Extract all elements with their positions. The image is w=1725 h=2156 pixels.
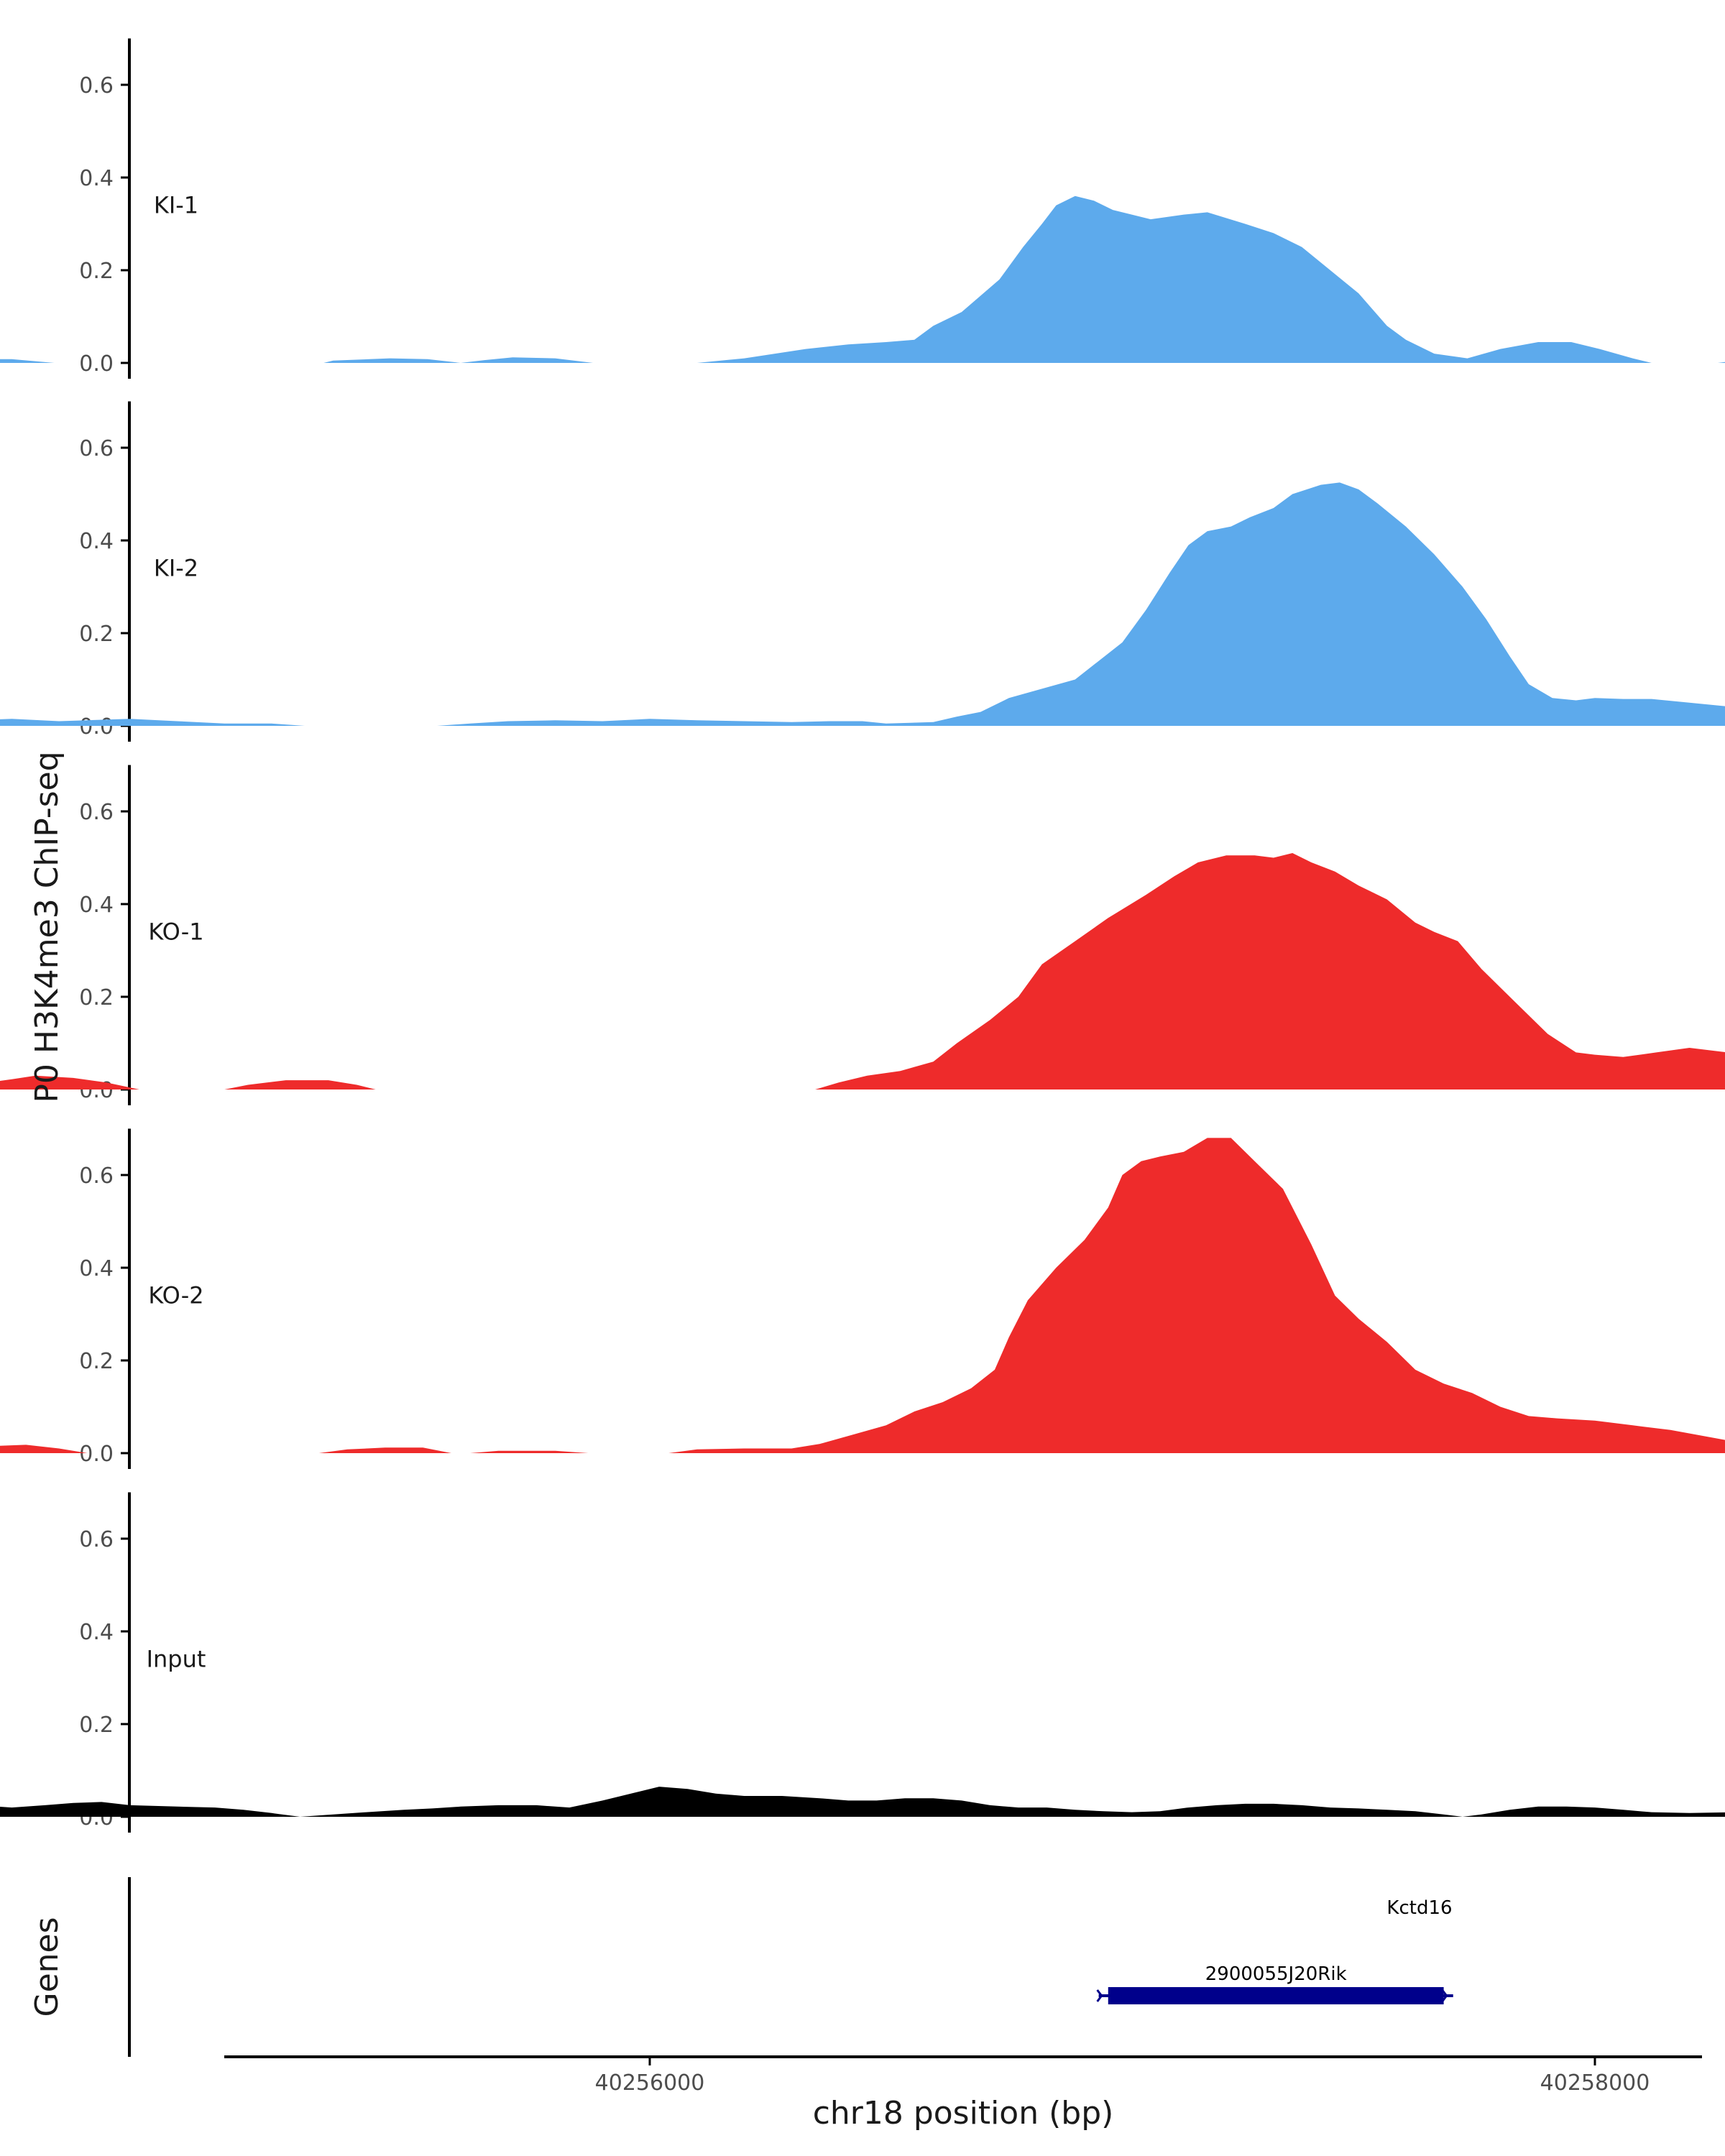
track-label: KI-1 [154, 192, 198, 219]
track-label: Input [147, 1646, 206, 1673]
signal-area [0, 853, 1725, 1089]
strand-arrow [1441, 1989, 1448, 2002]
track-ki-2: 0.0 0.2 0.4 0.6 KI-2 [0, 401, 1725, 742]
signal-area [0, 482, 1725, 726]
y-tick-label: 0.6 [79, 73, 114, 98]
signal-area [0, 1787, 1725, 1817]
y-tick-label: 0.4 [79, 529, 114, 554]
y-tick-label: 0.2 [79, 622, 114, 647]
track-label: KI-2 [154, 555, 198, 582]
signal-area [0, 195, 1725, 363]
track-label: KO-1 [148, 918, 203, 946]
y-tick-label: 0.2 [79, 1349, 114, 1374]
track-ko-2: 0.0 0.2 0.4 0.6 KO-2 [0, 1128, 1725, 1469]
gene-2900055j20rik: 2900055J20Rik [1096, 1963, 1453, 2004]
gene-kctd16: Kctd16 [1386, 1897, 1452, 1919]
signal-area [0, 1138, 1725, 1453]
y-tick-label: 0.2 [79, 1713, 114, 1738]
y-tick-label: 0.4 [79, 1620, 114, 1645]
gene-track-title: Genes [29, 1917, 65, 2017]
x-tick-label: 40258000 [1540, 2070, 1650, 2096]
gene-exon [1108, 1987, 1444, 2004]
gene-label: Kctd16 [1386, 1897, 1452, 1919]
x-axis-title: chr18 position (bp) [813, 2095, 1114, 2132]
y-axis-title: P0 H3K4me3 ChIP-seq [29, 751, 65, 1102]
y-tick-label: 0.6 [79, 1527, 114, 1552]
y-tick-label: 0.0 [79, 1442, 114, 1467]
gene-track: Genes Kctd16 2900055J20Rik [29, 1877, 1453, 2057]
y-tick-label: 0.2 [79, 259, 114, 284]
x-axis: 402560004025800040260000 [224, 2055, 1702, 2096]
signal-tracks: 0.00.20.40.6KI-10.00.20.40.6KI-20.00.20.… [0, 38, 1725, 1833]
y-tick-label: 0.0 [79, 714, 114, 740]
gene-label: 2900055J20Rik [1205, 1963, 1347, 1985]
y-tick-label: 0.4 [79, 893, 114, 918]
y-tick-label: 0.2 [79, 985, 114, 1010]
y-tick-label: 0.0 [79, 351, 114, 377]
track-label: KO-2 [148, 1282, 203, 1309]
track-ki-1: 0.0 0.2 0.4 0.6 KI-1 [0, 38, 1725, 379]
strand-arrow [1096, 1989, 1103, 2002]
y-tick-label: 0.4 [79, 1256, 114, 1281]
y-tick-label: 0.6 [79, 436, 114, 461]
y-tick-label: 0.4 [79, 166, 114, 191]
y-tick-label: 0.6 [79, 800, 114, 825]
x-tick-label: 40256000 [595, 2070, 705, 2096]
y-tick-label: 0.6 [79, 1164, 114, 1189]
track-ko-1: 0.00.20.40.6KO-1 [0, 765, 1725, 1105]
